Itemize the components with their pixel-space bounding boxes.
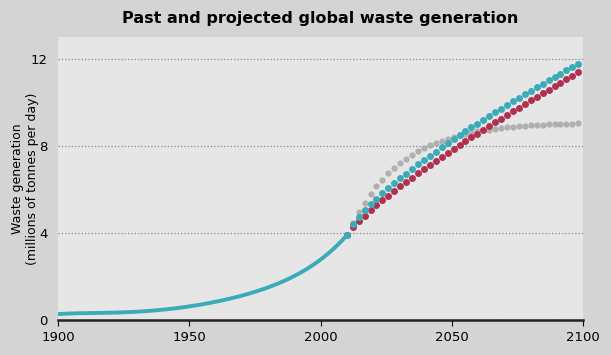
Title: Past and projected global waste generation: Past and projected global waste generati… <box>122 11 519 26</box>
Y-axis label: Waste generation
(millions of tonnes per day): Waste generation (millions of tonnes per… <box>11 93 39 265</box>
